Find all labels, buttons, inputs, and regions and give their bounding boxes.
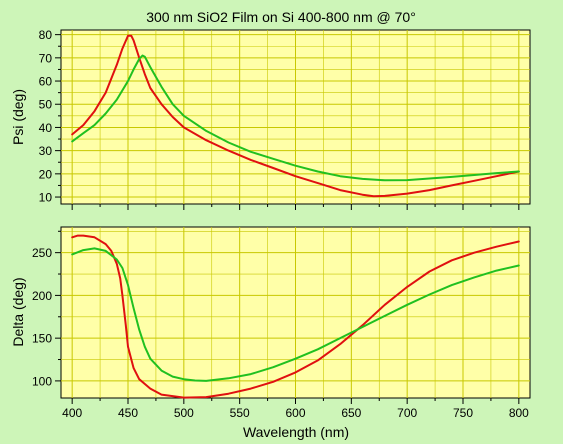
delta-panel: 400 450 500 550 600 650 700 750 800 100 150 200 250… — [10, 226, 531, 420]
y-tick-label: 40 — [39, 121, 53, 135]
x-tick-label: 400 — [62, 406, 82, 420]
delta-grid — [61, 227, 530, 398]
y-tick-label: 10 — [39, 191, 53, 205]
chart-title: 300 nm SiO2 Film on Si 400-800 nm @ 70° — [146, 9, 416, 25]
y-tick-label: 150 — [32, 332, 52, 346]
y-tick-label: 20 — [39, 167, 53, 181]
y-tick-label: 70 — [39, 51, 53, 65]
delta-y-ticks: 100 150 200 250 — [32, 230, 61, 388]
psi-panel: 10 20 30 40 50 60 70 80 Psi (deg) — [10, 28, 531, 210]
x-axis-label: Wavelength (nm) — [243, 424, 349, 440]
y-tick-label: 200 — [32, 289, 52, 303]
delta-x-ticks: 400 450 500 550 600 650 700 750 800 — [62, 398, 529, 420]
y-tick-label: 80 — [39, 28, 53, 42]
x-tick-label: 800 — [509, 406, 529, 420]
psi-x-tick-marks — [71, 204, 520, 210]
y-tick-label: 100 — [32, 374, 52, 388]
delta-axis-label: Delta (deg) — [10, 277, 26, 346]
x-tick-label: 750 — [453, 406, 473, 420]
series-line-red — [71, 234, 520, 399]
psi-axis-label: Psi (deg) — [10, 89, 26, 145]
y-tick-label: 30 — [39, 144, 53, 158]
y-tick-label: 250 — [32, 246, 52, 260]
series-line-green — [71, 247, 520, 382]
y-tick-label: 50 — [39, 98, 53, 112]
x-tick-label: 600 — [285, 406, 305, 420]
delta-series — [71, 234, 520, 399]
y-tick-label: 60 — [39, 75, 53, 89]
psi-grid — [61, 30, 530, 204]
psi-series — [71, 34, 520, 198]
x-tick-label: 700 — [397, 406, 417, 420]
x-tick-label: 550 — [230, 406, 250, 420]
series-line-green — [71, 54, 520, 182]
series-line-red — [71, 34, 520, 198]
x-tick-label: 450 — [118, 406, 138, 420]
x-tick-label: 500 — [174, 406, 194, 420]
psi-y-ticks: 10 20 30 40 50 60 70 80 — [39, 28, 61, 205]
x-tick-label: 650 — [341, 406, 361, 420]
